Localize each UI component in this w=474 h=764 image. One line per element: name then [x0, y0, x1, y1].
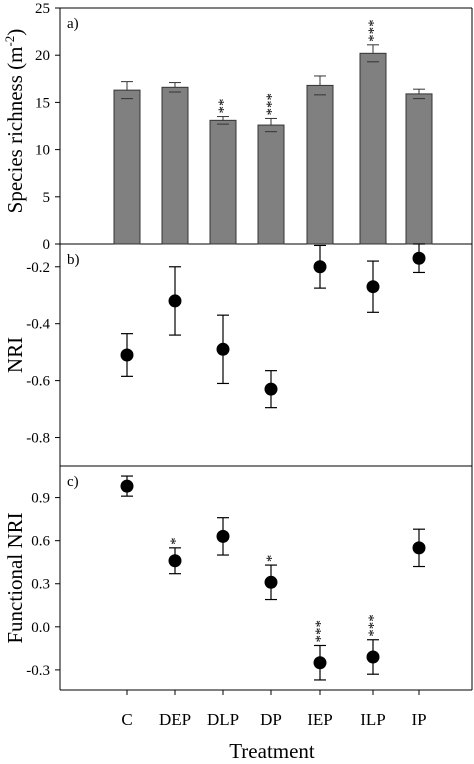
panel-2: b) -0.8 -0.6 -0.4 -0.2 NRI	[3, 243, 473, 467]
significance-label: ***	[366, 19, 382, 42]
point-ILP	[366, 280, 380, 294]
x-tick-label: ILP	[360, 710, 386, 729]
point-C	[120, 348, 134, 362]
significance-label: ***	[313, 620, 329, 643]
bar-IEP	[306, 84, 334, 245]
x-tick-label: IEP	[307, 710, 333, 729]
y-tick-label: 0.0	[31, 620, 50, 636]
y-tick-label: 0.9	[31, 491, 50, 507]
y-tick-label: -0.3	[26, 663, 50, 679]
bar-C	[113, 89, 141, 245]
point-DEP	[168, 554, 182, 568]
point-C	[120, 479, 134, 493]
significance-label: *	[264, 555, 280, 563]
x-axis-title: Treatment	[229, 739, 315, 763]
point-DP	[264, 575, 278, 589]
significance-label: ***	[264, 93, 280, 116]
significance-label: *	[168, 537, 184, 545]
y-tick-label: 15	[35, 95, 50, 111]
point-DP	[264, 382, 278, 396]
panel-label: a)	[67, 16, 79, 32]
y-tick-label: 20	[35, 48, 50, 64]
bar-DP	[257, 124, 285, 245]
y-axis-title-superscript: -2	[2, 36, 17, 47]
y-tick-label: -0.2	[26, 260, 50, 276]
bar-IP	[405, 93, 433, 245]
y-tick-label: -0.8	[26, 431, 50, 447]
x-tick-label: C	[121, 710, 132, 729]
point-IP	[412, 251, 426, 265]
point-ILP	[366, 650, 380, 664]
x-tick-label: DP	[260, 710, 282, 729]
significance-label: ***	[366, 614, 382, 637]
point-DLP	[216, 529, 230, 543]
y-tick-label: 0.3	[31, 577, 50, 593]
y-axis-title-text: Species richness (m	[3, 47, 27, 214]
x-tick-label: DLP	[207, 710, 239, 729]
y-axis-title: Species richness (m-2)	[2, 29, 27, 214]
point-IP	[412, 541, 426, 555]
y-axis-title: NRI	[3, 337, 27, 373]
y-tick-label: -0.4	[26, 317, 50, 333]
y-axis-title-close: )	[3, 29, 27, 36]
point-DLP	[216, 342, 230, 356]
panel-label: c)	[67, 474, 79, 490]
panel-label: b)	[67, 252, 80, 268]
y-axis-title: Functional NRI	[3, 512, 27, 643]
y-tick-label: 5	[43, 190, 51, 206]
bar-DLP	[209, 119, 237, 245]
bar-ILP	[359, 52, 387, 245]
bar-DEP	[161, 86, 189, 245]
x-tick-label: DEP	[159, 710, 191, 729]
significance-label: **	[216, 99, 232, 114]
point-IEP	[313, 656, 327, 670]
y-tick-label: 0	[43, 237, 51, 253]
y-tick-label: 25	[35, 1, 50, 17]
point-DEP	[168, 294, 182, 308]
x-tick-label: IP	[411, 710, 426, 729]
y-tick-label: 0.6	[31, 534, 50, 550]
point-IEP	[313, 260, 327, 274]
y-tick-label: -0.6	[26, 374, 50, 390]
y-tick-label: 10	[35, 143, 50, 159]
